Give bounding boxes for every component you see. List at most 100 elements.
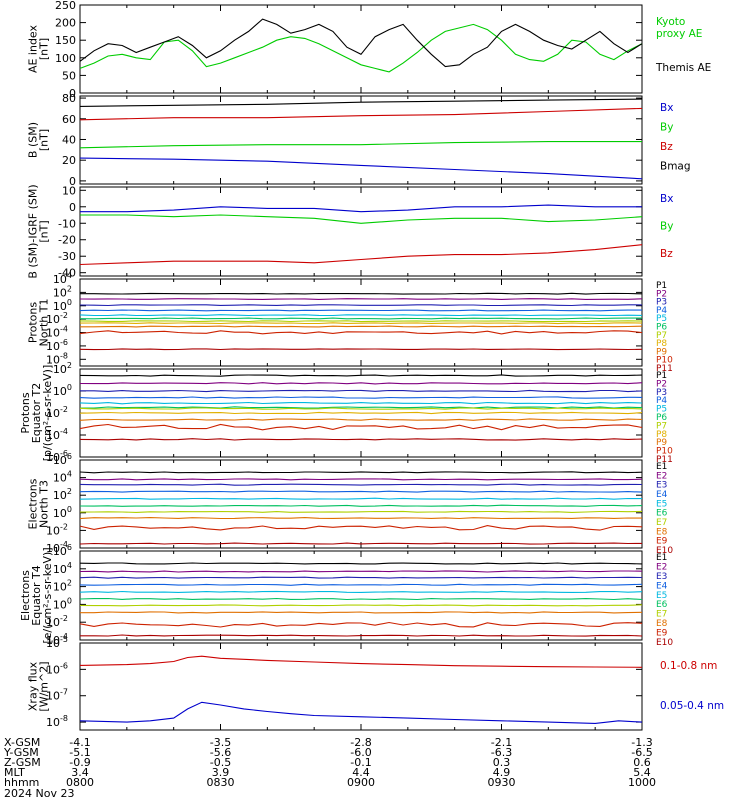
y-tick-label: 100 <box>53 298 72 313</box>
footer-row-label: hhmm <box>4 776 39 789</box>
footer-value: -5.1 <box>69 746 90 759</box>
legend-label: P6 <box>656 323 667 333</box>
footer-value: -3.5 <box>210 736 231 749</box>
footer-row-label: X-GSM <box>4 736 40 749</box>
series-line-bz <box>79 244 643 266</box>
legend-label: P9 <box>656 438 667 448</box>
legend-label: Bx <box>660 193 673 205</box>
footer-value: 5.4 <box>633 766 651 779</box>
series-line-p9 <box>80 325 643 328</box>
y-tick-label: 104 <box>53 561 72 576</box>
legend-label: E1 <box>656 553 667 563</box>
series-line-p8 <box>79 411 643 415</box>
footer-row-label: Z-GSM <box>4 756 41 769</box>
series-line-e1 <box>79 471 643 474</box>
y-axis-label: [e/(cm²-s-sr-keV)] <box>41 547 54 643</box>
legend-label: E5 <box>656 591 667 601</box>
footer-row-label: Y-GSM <box>3 746 39 759</box>
series-line-bmag <box>79 98 643 107</box>
series-line-themis-ae <box>79 18 643 68</box>
footer-value: -2.8 <box>350 736 371 749</box>
y-tick-label: 10-4 <box>46 325 68 340</box>
series-line-e5 <box>79 590 643 593</box>
series-line-p2 <box>79 382 643 385</box>
legend-label: Themis AE <box>655 62 711 74</box>
y-axis-label: [nT] <box>38 38 51 60</box>
legend-label: P5 <box>656 314 667 324</box>
y-tick-label: 250 <box>55 0 76 12</box>
y-tick-label: 200 <box>55 17 76 30</box>
panel-frame <box>79 4 643 94</box>
legend-label: P3 <box>656 388 667 398</box>
legend-label: Bz <box>660 248 673 260</box>
legend-label: P6 <box>656 413 667 423</box>
y-tick-label: -40 <box>58 267 76 280</box>
footer-value: -6.0 <box>350 746 371 759</box>
y-axis-label: Protons <box>19 392 32 433</box>
footer-value: -5.6 <box>210 746 231 759</box>
y-axis-label: Electrons <box>27 478 40 529</box>
y-axis-label: [W/m^2] <box>38 661 51 711</box>
series-line-by <box>80 214 643 224</box>
series-line-p4 <box>79 396 643 399</box>
y-tick-label: 104 <box>53 271 72 286</box>
y-tick-label: 10-6 <box>46 661 68 676</box>
legend-label: 0.1-0.8 nm <box>660 660 717 672</box>
y-axis-label: [p/(cm²-s-sr-keV)] <box>41 365 54 462</box>
legend-label: P10 <box>656 356 673 366</box>
y-tick-label: 10-4 <box>46 632 68 647</box>
series-line-e5 <box>79 497 643 500</box>
footer-value: 0.6 <box>633 756 651 769</box>
series-line-0-05-0-4-nm <box>79 701 643 724</box>
series-line-0-1-0-8-nm <box>79 655 643 668</box>
legend-label: P11 <box>656 364 673 374</box>
series-line-e8 <box>79 517 643 520</box>
y-tick-label: 102 <box>53 361 72 376</box>
panel-frame <box>79 278 643 367</box>
series-line-p2 <box>79 298 643 300</box>
footer-value: -0.1 <box>350 756 371 769</box>
series-line-e10 <box>80 634 643 637</box>
y-tick-label: -10 <box>58 217 76 230</box>
legend-label: P2 <box>656 289 667 299</box>
y-tick-label: 40 <box>62 133 76 146</box>
y-tick-label: 10-8 <box>46 351 68 366</box>
footer-value: 3.4 <box>71 766 89 779</box>
legend-label: E6 <box>656 600 668 610</box>
legend-label: Bx <box>660 102 673 114</box>
legend-label: E4 <box>656 490 668 500</box>
legend-label: P9 <box>656 347 667 357</box>
series-line-p10 <box>79 423 643 431</box>
y-axis-label: [nT] <box>38 220 51 242</box>
legend-label: E7 <box>656 518 667 528</box>
series-line-p11 <box>79 348 643 351</box>
series-line-p6 <box>79 317 642 320</box>
series-line-e4 <box>79 490 643 493</box>
series-line-p3 <box>79 304 643 307</box>
legend-label: Bmag <box>660 160 691 172</box>
legend-label: E10 <box>656 546 673 556</box>
y-tick-label: 106 <box>53 543 72 558</box>
footer-row-label: MLT <box>4 766 25 779</box>
panel-frame <box>79 186 643 277</box>
y-tick-label: 100 <box>53 596 72 611</box>
y-tick-label: 100 <box>55 52 76 65</box>
y-tick-label: 102 <box>53 284 72 299</box>
legend-label: P11 <box>656 455 673 465</box>
series-line-p7 <box>79 407 643 410</box>
y-axis-label: B (SM) <box>27 122 40 158</box>
legend-label: Kyoto <box>656 16 685 28</box>
legend-label: P1 <box>656 371 667 381</box>
series-line-p1 <box>79 374 643 377</box>
series-line-bx <box>79 157 643 180</box>
legend-label: E8 <box>656 527 668 537</box>
series-line-e8 <box>80 611 643 614</box>
series-line-p7 <box>79 320 643 323</box>
y-tick-label: 106 <box>53 452 72 467</box>
y-tick-label: 10 <box>62 184 76 197</box>
series-line-e3 <box>79 576 643 579</box>
y-tick-label: 10-2 <box>46 405 68 420</box>
y-tick-label: 80 <box>62 92 76 105</box>
legend-label: Bz <box>660 141 673 153</box>
